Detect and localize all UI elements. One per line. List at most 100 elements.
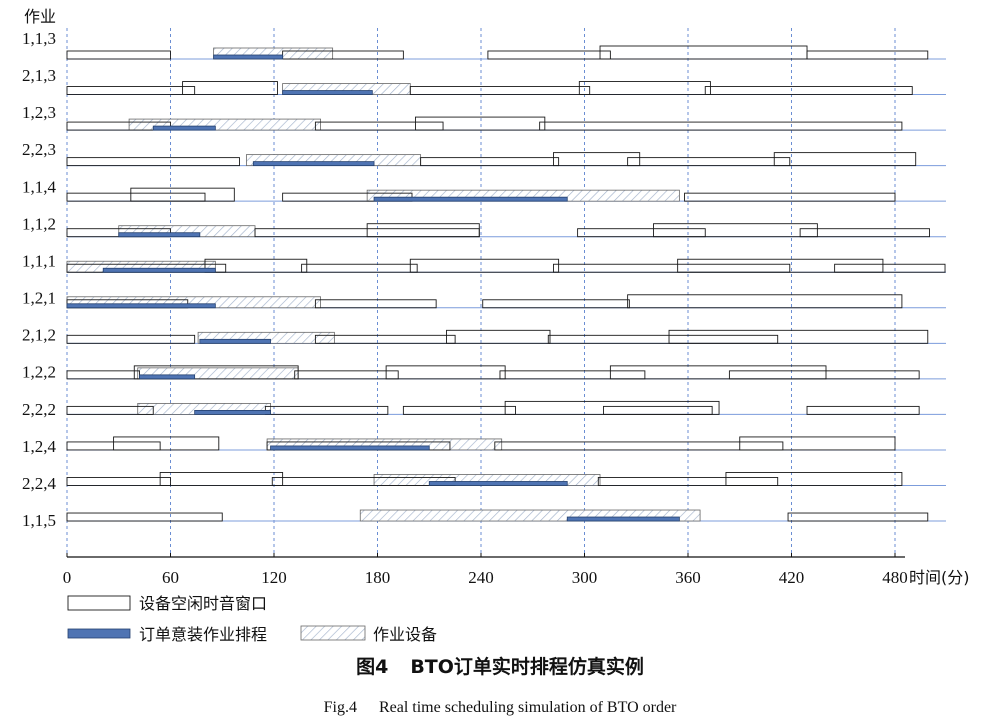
- x-tick-label: 360: [675, 568, 701, 587]
- figure-caption: Fig.4 Real time scheduling simulation of …: [0, 698, 1000, 718]
- row-label: 2,2,3: [22, 140, 56, 159]
- idle-window-bar: [704, 86, 913, 95]
- idle-window-bar: [539, 121, 903, 131]
- job-row: [66, 294, 946, 309]
- row-label: 1,1,3: [22, 29, 56, 48]
- idle-window-bar: [66, 157, 240, 167]
- idle-window-bar: [301, 263, 418, 273]
- legend-schedule-swatch: [67, 628, 131, 639]
- schedule-bar: [428, 481, 568, 486]
- idle-window-bar: [578, 81, 711, 95]
- idle-window-bar: [294, 370, 399, 380]
- job-rows: [66, 45, 946, 522]
- idle-window-bar: [420, 157, 560, 167]
- idle-window-bar: [739, 436, 896, 451]
- job-row: [66, 365, 946, 380]
- job-row: [66, 329, 946, 344]
- idle-window-bar: [66, 192, 206, 202]
- schedule-bar: [194, 409, 271, 415]
- schedule-bar: [139, 374, 196, 380]
- equipment-bar: [128, 118, 321, 131]
- idle-window-bar: [603, 405, 713, 415]
- legend-schedule-label: 订单意装作业排程: [139, 625, 267, 644]
- idle-window-bar: [547, 334, 779, 344]
- x-tick-label: 0: [63, 568, 72, 587]
- idle-window-bar: [409, 258, 560, 273]
- job-row: [66, 81, 946, 96]
- idle-window-bar: [385, 365, 506, 380]
- row-label: 1,2,1: [22, 289, 56, 308]
- figure-number-en: Fig.4: [323, 699, 357, 716]
- schedule-bar: [270, 445, 430, 451]
- idle-window-bar: [627, 294, 903, 309]
- row-label: 1,1,1: [22, 251, 56, 270]
- row-labels: 1,1,3 2,1,3 1,2,3 2,2,3 1,1,4 1,1,2 1,1,1 1,2,1…: [22, 29, 57, 530]
- figure-number-cn: 图4: [356, 656, 389, 678]
- row-label: 1,2,2: [22, 363, 56, 382]
- idle-window-bar: [677, 258, 884, 273]
- row-label: 1,1,4: [22, 177, 57, 196]
- schedule-bar: [213, 54, 284, 60]
- figure-title-en: Real time scheduling simulation of BTO o…: [378, 699, 677, 716]
- gantt-chart: 作业 1,1,32,1,31,2,32,2,31,1,41,1,21,1,11,…: [22, 7, 970, 644]
- schedule-bar: [199, 338, 271, 344]
- idle-window-bar: [609, 365, 827, 380]
- idle-window-bar: [487, 50, 611, 60]
- legend-equipment-swatch: [300, 625, 366, 641]
- idle-window-bar: [66, 334, 196, 344]
- figure-title-cn: BTO订单实时排程仿真实例: [410, 656, 644, 678]
- x-tick-label: 420: [779, 568, 805, 587]
- schedule-bar: [102, 267, 216, 273]
- idle-window-bar: [66, 405, 154, 415]
- job-row: [66, 258, 946, 273]
- idle-window-bar: [504, 400, 720, 415]
- idle-window-bar: [66, 512, 223, 522]
- y-axis-title: 作业: [24, 7, 56, 26]
- idle-window-bar: [66, 370, 140, 380]
- idle-window-bar: [446, 329, 551, 344]
- row-label: 1,2,3: [22, 103, 56, 122]
- idle-window-bar: [482, 299, 630, 309]
- job-row: [66, 436, 946, 451]
- legend-idle-swatch: [67, 595, 131, 611]
- idle-window-bar: [834, 263, 946, 273]
- row-label: 1,2,4: [22, 437, 57, 456]
- job-row: [66, 509, 946, 522]
- idle-window-bar: [204, 258, 308, 273]
- row-label: 2,2,2: [22, 400, 56, 419]
- idle-window-bar: [806, 50, 929, 60]
- idle-window-bar: [314, 299, 437, 309]
- idle-window-bar: [130, 187, 235, 202]
- idle-window-bar: [627, 157, 791, 167]
- job-row: [66, 472, 946, 486]
- idle-window-bar: [577, 228, 706, 238]
- idle-window-bar: [494, 441, 784, 451]
- job-row: [66, 152, 946, 167]
- x-tick-label: 180: [365, 568, 391, 587]
- idle-window-bar: [599, 45, 808, 60]
- legend-idle-label: 设备空闲时音窗口: [139, 594, 267, 613]
- x-tick-label: 480: [882, 568, 908, 587]
- job-row: [66, 187, 946, 202]
- row-label: 1,1,2: [22, 214, 56, 233]
- idle-window-bar: [182, 81, 278, 95]
- x-axis-ticks: 0 60 120 180 240 300 360 420 480: [63, 553, 908, 587]
- schedule-bar: [66, 303, 216, 309]
- idle-window-bar: [314, 334, 456, 344]
- x-tick-label: 240: [468, 568, 494, 587]
- idle-window-bar: [799, 228, 930, 238]
- x-tick-label: 120: [261, 568, 287, 587]
- job-row: [66, 116, 946, 131]
- idle-window-bar: [264, 405, 389, 415]
- job-row: [66, 223, 946, 238]
- idle-window-bar: [597, 477, 779, 486]
- equipment-bar: [359, 509, 701, 522]
- idle-window-bar: [668, 329, 929, 344]
- idle-window-bar: [773, 152, 917, 167]
- idle-window-bar: [653, 223, 818, 238]
- x-tick-label: 300: [572, 568, 598, 587]
- row-label: 2,1,3: [22, 66, 56, 85]
- idle-window-bar: [499, 370, 646, 380]
- idle-window-bar: [553, 263, 791, 273]
- x-gridlines: [66, 28, 896, 557]
